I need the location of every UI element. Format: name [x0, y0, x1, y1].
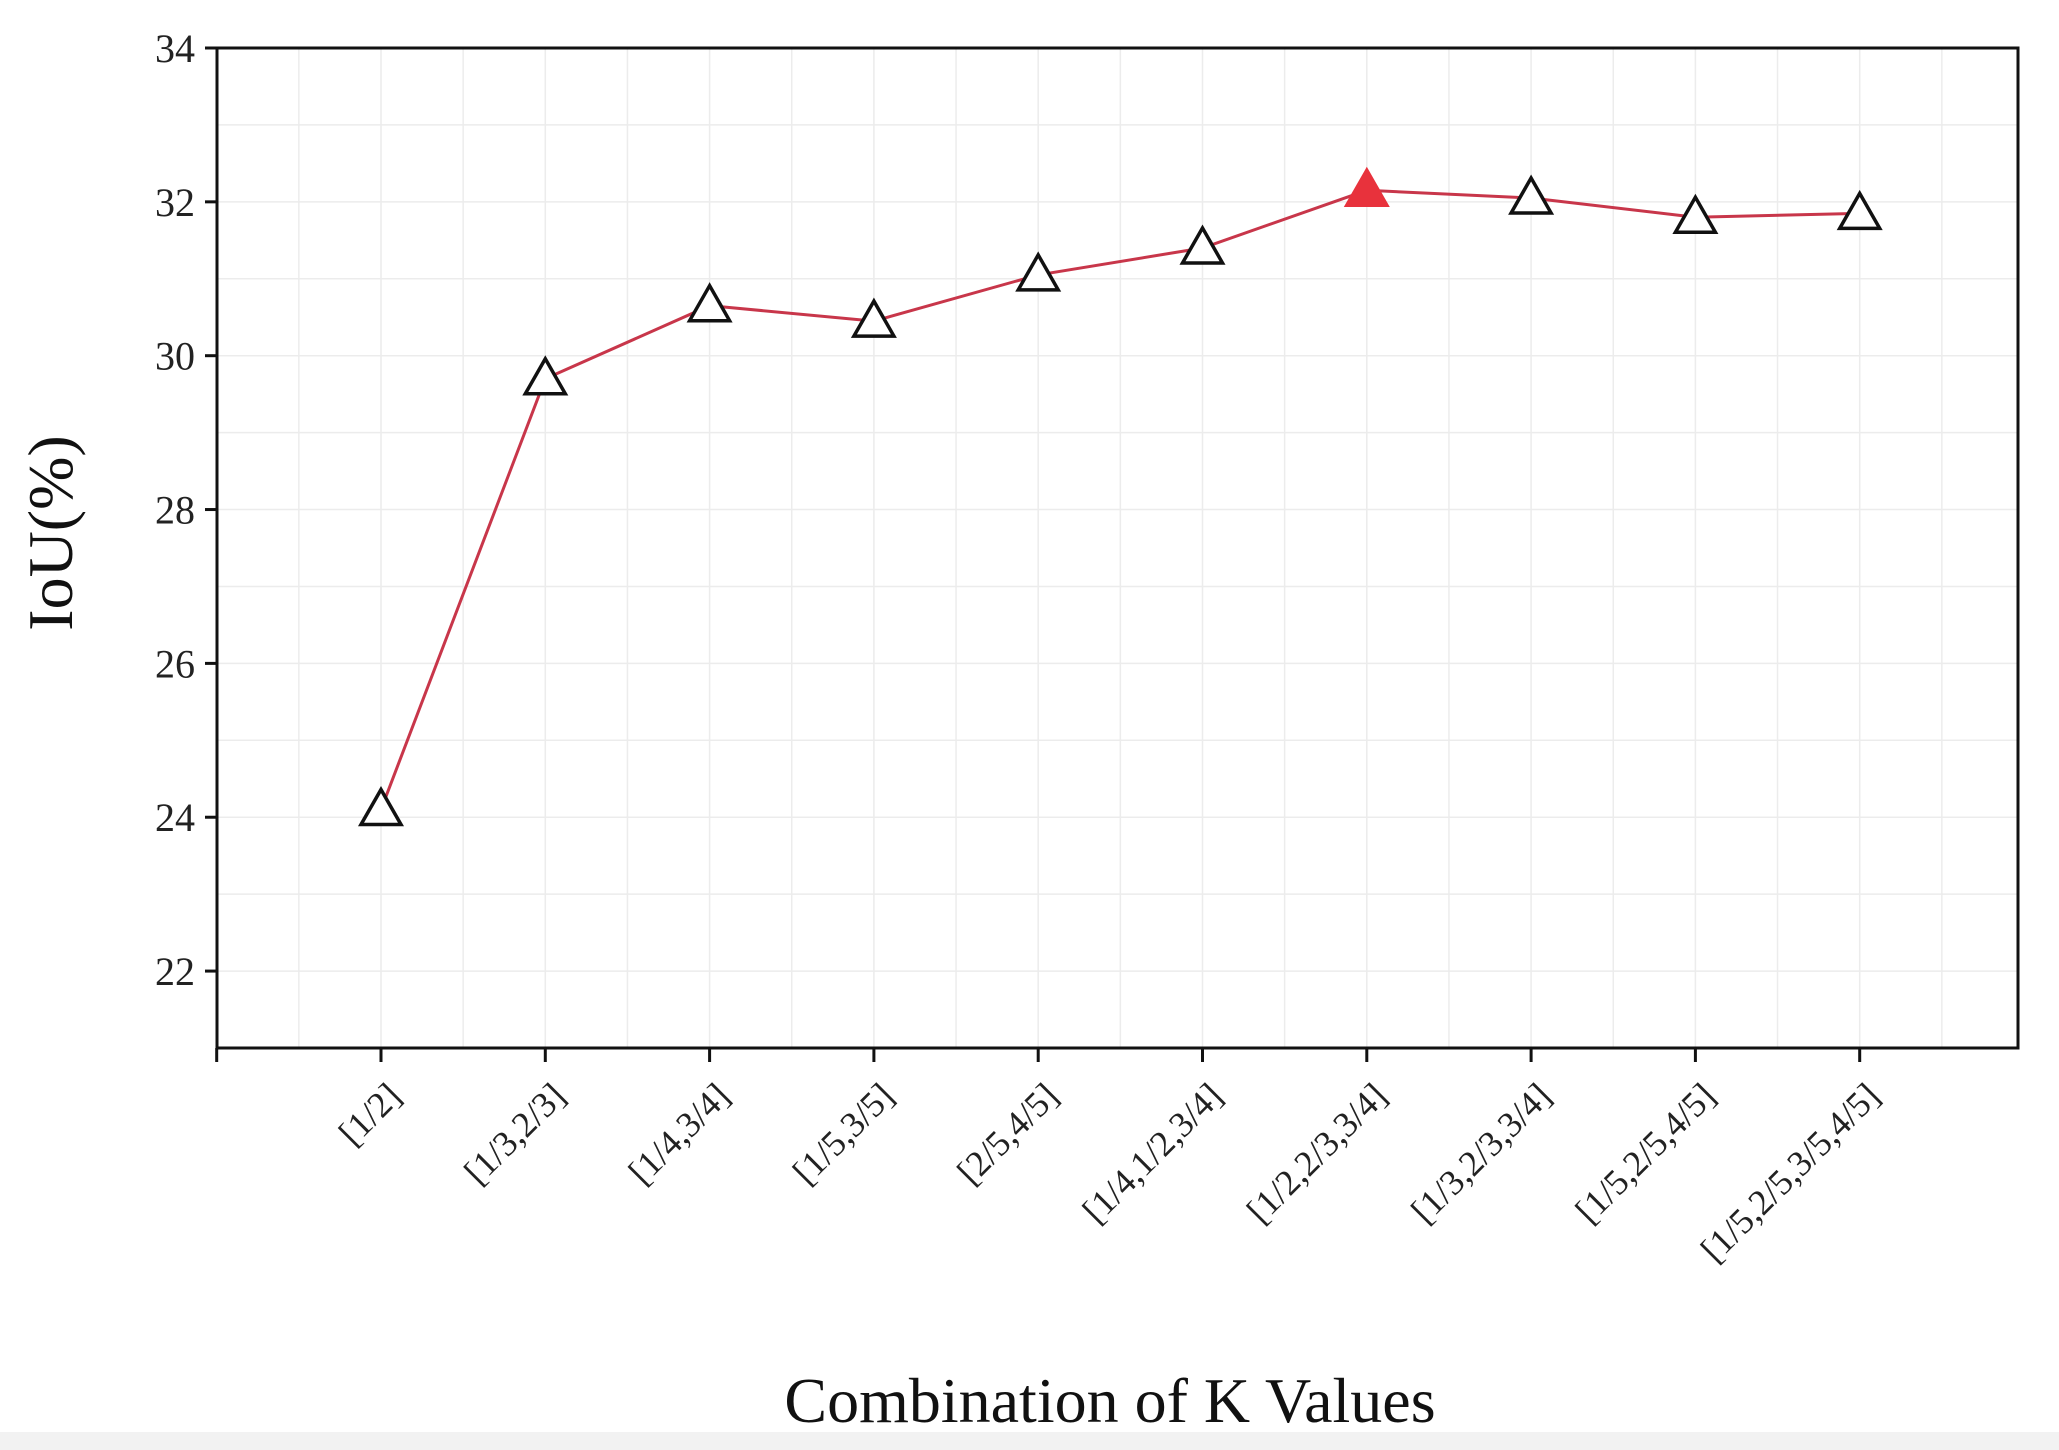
- data-point: [357, 786, 405, 827]
- grid: [217, 47, 2018, 1049]
- data-point: [1672, 193, 1719, 234]
- y-axis-title: IoU(%): [15, 435, 86, 630]
- data-point: [850, 297, 897, 338]
- y-tick-label: 28: [155, 488, 195, 533]
- y-tick-label: 26: [155, 641, 195, 686]
- data-point: [686, 282, 733, 323]
- plot-frame: [215, 46, 2020, 1050]
- data-point: [1015, 251, 1062, 292]
- y-tick-label: 34: [155, 26, 195, 71]
- y-tick-label: 30: [155, 334, 195, 379]
- y-tick-label: 22: [155, 949, 195, 994]
- y-tick-label: 32: [155, 180, 195, 225]
- data-point: [1179, 224, 1226, 265]
- axes: [205, 46, 2020, 1062]
- data-point-highlight: [1343, 166, 1390, 208]
- bottom-strip: [0, 1432, 2059, 1450]
- data-point: [1836, 189, 1883, 231]
- data-point: [1508, 174, 1555, 215]
- data-point: [522, 355, 569, 396]
- series-line: [379, 188, 1860, 811]
- series-iou: [357, 166, 1883, 827]
- y-tick-label: 24: [155, 795, 195, 840]
- x-axis-title: Combination of K Values: [784, 1365, 1435, 1436]
